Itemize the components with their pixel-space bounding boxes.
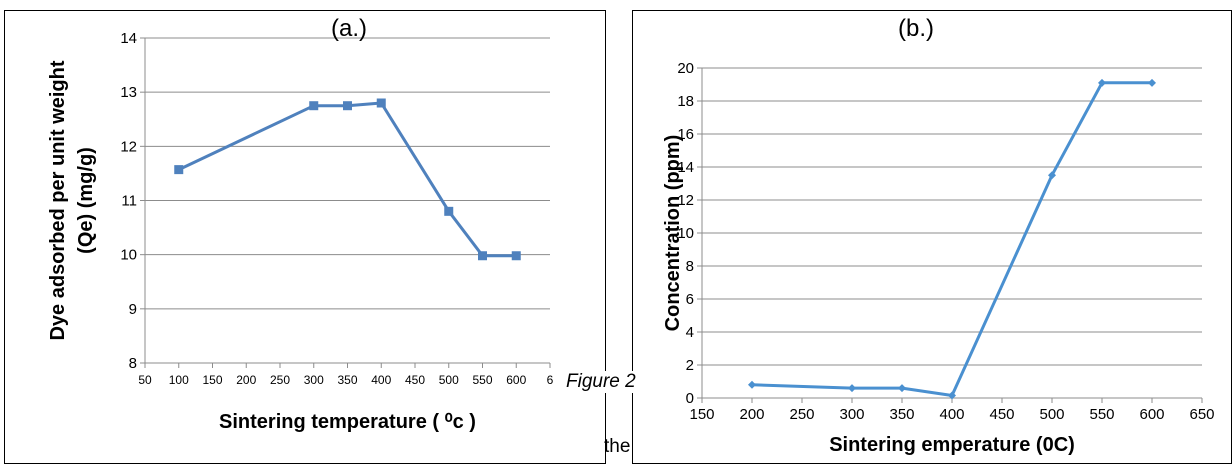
data-point [511,251,521,261]
figure-caption: Figure 2 [566,371,636,393]
data-point [848,384,856,393]
y-axis-title: Concentration (ppm) [662,135,684,332]
y-axis-title-line2: (Qe) (mg/g) [75,147,97,254]
y-tick-label: 4 [686,324,694,341]
x-axis-title: Sintering emperature (0C) [829,434,1075,456]
x-tick-label: 600 [506,373,526,387]
series-line [751,81,1152,397]
x-tick-label: 400 [939,406,964,423]
x-tick-label: 550 [1089,406,1114,423]
data-point [948,391,956,400]
y-tick-label: 0 [686,390,694,407]
y-tick-label: 12 [677,192,694,209]
y-tick-label: 16 [677,126,694,143]
x-axis-title: Sintering temperature ( ⁰c ) [219,411,476,433]
y-tick-label: 10 [120,247,137,264]
x-tick-label: 100 [169,373,189,387]
data-point [444,206,454,216]
y-tick-label: 13 [120,84,137,101]
data-point [174,165,184,175]
x-tick-label: 500 [439,373,459,387]
x-tick-label: 250 [270,373,290,387]
y-tick-label: 2 [686,357,694,374]
x-tick-label: 150 [202,373,222,387]
y-tick-label: 14 [677,159,694,176]
x-tick-label: 450 [989,406,1014,423]
data-point [1148,78,1156,87]
data-point [1098,78,1106,87]
y-tick-label: 11 [121,193,137,210]
chart-b: 0 2 4 6 8 10 12 14 16 18 20 150 200 250 300 350 400 450 50… [662,15,1215,456]
data-point [478,251,487,261]
x-tick-label: 500 [1039,406,1064,423]
chart-title: (a.) [331,15,367,42]
chart-title: (b.) [898,15,934,42]
y-tick-label: 20 [677,60,694,77]
x-tick-label: 550 [472,373,492,387]
y-axis-title-line1: Dye adsorbed per unit weight [47,60,69,340]
series-line [178,101,517,258]
x-tick-label: 300 [839,406,864,423]
y-tick-label: 12 [120,138,137,155]
x-tick-label: 50 [138,373,152,387]
x-tick-label: 6 [547,373,554,387]
y-tick-label: 14 [120,30,137,47]
y-tick-label: 8 [129,355,137,372]
x-tick-label: 350 [337,373,357,387]
data-point [309,101,319,111]
data-point [1048,171,1056,180]
x-tick-label: 450 [405,373,425,387]
x-tick-label: 300 [304,373,324,387]
data-point [343,101,352,111]
x-tick-label: 650 [1189,406,1214,423]
y-tick-label: 6 [686,291,694,308]
x-tick-label: 150 [689,406,714,423]
x-tick-label: 200 [739,406,764,423]
data-point [898,384,906,393]
chart-b-panel [632,10,1232,464]
chart-a: 8 9 10 11 12 13 14 50 100 150 200 250 300 350 400 450 50… [47,15,554,433]
y-tick-label: 10 [677,225,694,242]
chart-a-panel [4,10,606,464]
cropped-body-text: the [604,436,631,457]
y-tick-label: 8 [686,258,694,275]
data-point [376,98,386,108]
x-tick-label: 600 [1139,406,1164,423]
data-point [748,380,756,389]
x-tick-label: 400 [371,373,391,387]
x-tick-label: 250 [789,406,814,423]
x-tick-label: 350 [889,406,914,423]
y-tick-label: 9 [129,301,137,318]
x-tick-label: 200 [236,373,256,387]
y-tick-label: 18 [677,93,694,110]
